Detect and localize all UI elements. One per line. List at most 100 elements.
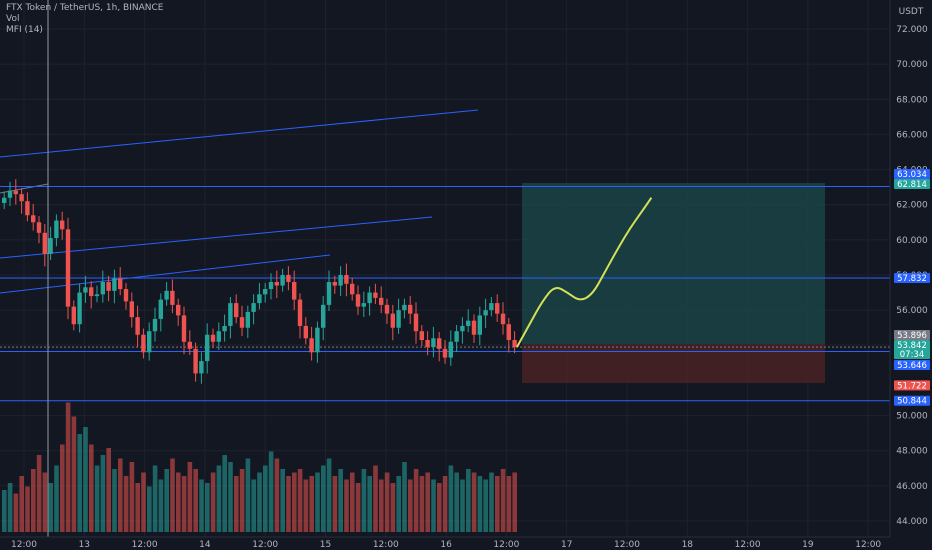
time-tick-label: 19 (802, 540, 814, 550)
time-ticks: 12:00 13 12:00 14 12:00 15 12:00 16 12:00 17 12:00… (11, 540, 881, 550)
candle-body (222, 325, 227, 332)
volume-bar (54, 465, 59, 532)
trend-line-3[interactable] (0, 254, 331, 294)
candle-body (390, 313, 395, 328)
volume-bar (245, 458, 251, 532)
volume-bar (512, 472, 517, 532)
loss-zone[interactable] (522, 344, 825, 383)
price-label-badge (894, 395, 930, 406)
volume-bar (338, 469, 343, 532)
candle-body (193, 348, 198, 374)
candle-body (170, 290, 175, 305)
price-label-badge (894, 179, 930, 189)
price-label-badge (894, 349, 930, 359)
volume-bar (297, 469, 303, 532)
volume-bar (234, 476, 239, 532)
volume-bar (471, 472, 477, 532)
candle-body (454, 331, 459, 342)
volume-bar (437, 483, 442, 532)
candle-body (65, 229, 71, 307)
volume-bar (7, 483, 13, 532)
price-axis[interactable] (890, 0, 932, 537)
volume-bar (118, 458, 123, 532)
candle-body (205, 334, 210, 362)
trend-line-2[interactable] (0, 216, 433, 259)
time-tick-label: 12:00 (11, 540, 37, 550)
candles[interactable] (2, 179, 517, 384)
candle-body (77, 292, 82, 325)
mfi-indicator-label[interactable]: MFI (14) (6, 25, 43, 35)
volume-bar (112, 469, 117, 532)
price-label-text: 63.034 (897, 170, 927, 180)
risk-reward-zone[interactable] (522, 183, 825, 383)
candle-body (280, 275, 285, 286)
candle-body (60, 220, 65, 230)
candle-body (176, 304, 181, 316)
volume-bar (141, 472, 146, 532)
volume-bar (350, 472, 355, 532)
candle-body (118, 278, 123, 290)
volume-bar (344, 479, 349, 532)
time-axis[interactable] (0, 537, 932, 550)
price-label-badge (894, 340, 930, 350)
price-label-badge (894, 360, 930, 370)
candle-body (303, 325, 308, 339)
candle-body (286, 275, 291, 283)
volume-bar (431, 479, 436, 532)
volume-bar (210, 472, 216, 532)
candle-body (495, 303, 500, 314)
time-tick-label: 12:00 (373, 540, 399, 550)
volume-bars (2, 402, 517, 532)
candle-body (483, 310, 488, 316)
candle-body (164, 290, 169, 300)
volume-bar (454, 472, 459, 532)
candle-body (147, 331, 152, 353)
candle-body (210, 334, 216, 342)
candle-body (239, 317, 245, 328)
candle-body (460, 325, 465, 332)
volume-bar (384, 472, 390, 532)
candle-body (425, 340, 430, 348)
price-label-text: 53.896 (897, 331, 927, 341)
price-label-text: 57.832 (897, 274, 927, 284)
candle-body (135, 317, 140, 335)
volume-bar (31, 469, 36, 532)
time-tick-label: 12:00 (493, 540, 519, 550)
candle-body (437, 338, 442, 349)
volume-indicator-label[interactable]: Vol (6, 14, 20, 24)
candle-body (123, 289, 129, 302)
candle-body (2, 197, 7, 203)
candle-body (367, 292, 372, 304)
candle-body (332, 282, 337, 286)
symbol-title[interactable]: FTX Token / TetherUS, 1h, BINANCE (6, 3, 164, 13)
profit-zone[interactable] (522, 183, 825, 344)
target-projection-curve[interactable] (516, 197, 653, 348)
volume-bar (425, 472, 430, 532)
volume-bar (216, 465, 222, 532)
candle-body (384, 304, 390, 314)
volume-bar (263, 465, 268, 532)
volume-bar (251, 479, 256, 532)
time-tick-label: 13 (79, 540, 90, 550)
candle-body (141, 334, 146, 353)
candle-body (36, 222, 42, 233)
volume-bar (286, 476, 291, 532)
volume-bar (460, 479, 465, 532)
trend-line-1[interactable] (0, 109, 479, 158)
volume-bar (205, 483, 210, 532)
price-label-badge (894, 169, 930, 179)
trend-lines[interactable] (0, 109, 479, 294)
candle-body (245, 311, 250, 328)
volume-bar (413, 469, 419, 532)
volume-bar (280, 469, 285, 532)
time-tick-label: 14 (199, 540, 211, 550)
price-tick-label: 70.000 (896, 60, 928, 70)
volume-bar (506, 476, 512, 532)
time-tick-label: 15 (320, 540, 331, 550)
candle-body (419, 331, 424, 341)
candle-body (309, 338, 314, 353)
candle-body (373, 292, 378, 298)
time-tick-label: 18 (682, 540, 694, 550)
volume-bar (355, 483, 361, 532)
